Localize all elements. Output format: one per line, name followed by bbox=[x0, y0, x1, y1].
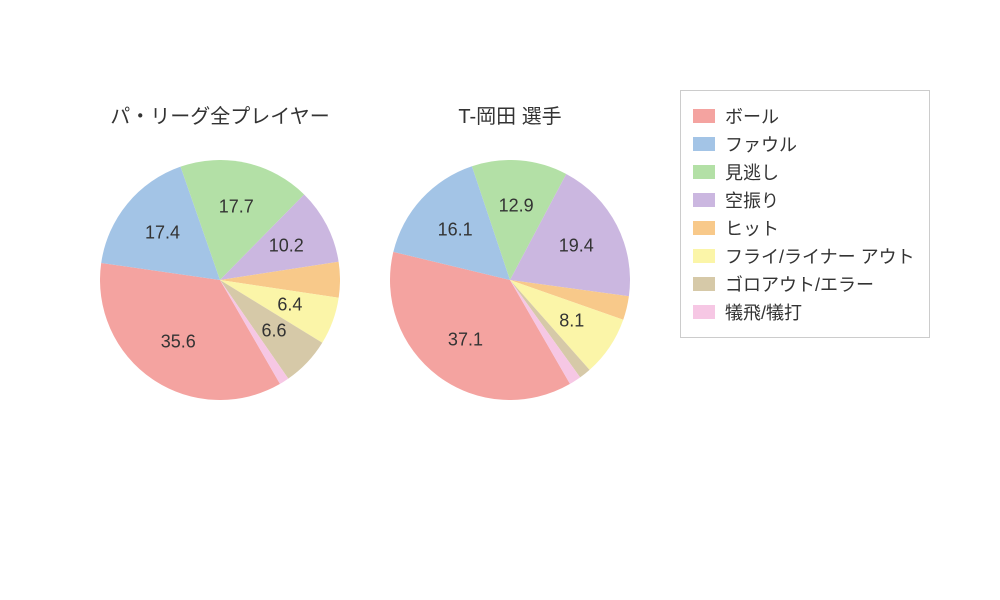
legend-swatch bbox=[693, 221, 715, 235]
legend-swatch bbox=[693, 109, 715, 123]
legend-swatch bbox=[693, 305, 715, 319]
legend-item: 空振り bbox=[693, 187, 915, 213]
legend-label: 空振り bbox=[725, 187, 779, 213]
legend-item: 犠飛/犠打 bbox=[693, 299, 915, 325]
pie-value-label: 16.1 bbox=[438, 219, 473, 240]
pie-value-label: 6.6 bbox=[262, 321, 287, 342]
pie-value-label: 35.6 bbox=[161, 331, 196, 352]
legend-item: ヒット bbox=[693, 215, 915, 241]
chart-stage: 35.6 17.4 17.7 10.2 6.4 6.6 パ・リーグ全プレイヤー 37.1 16.… bbox=[0, 0, 1000, 600]
legend-item: ファウル bbox=[693, 131, 915, 157]
legend-swatch bbox=[693, 137, 715, 151]
chart-title-player: T-岡田 選手 bbox=[390, 100, 630, 129]
legend-label: ファウル bbox=[725, 131, 797, 157]
legend-label: ゴロアウト/エラー bbox=[725, 271, 874, 297]
pie-value-label: 6.4 bbox=[277, 295, 302, 316]
legend-item: フライ/ライナー アウト bbox=[693, 243, 915, 269]
legend-label: ボール bbox=[725, 103, 779, 129]
legend-item: ゴロアウト/エラー bbox=[693, 271, 915, 297]
pie-value-label: 8.1 bbox=[559, 311, 584, 332]
chart-title-league: パ・リーグ全プレイヤー bbox=[100, 100, 340, 129]
pie-value-label: 17.4 bbox=[145, 222, 180, 243]
legend-swatch bbox=[693, 165, 715, 179]
pie-value-label: 19.4 bbox=[559, 236, 594, 257]
legend-item: ボール bbox=[693, 103, 915, 129]
legend-item: 見逃し bbox=[693, 159, 915, 185]
legend-label: 見逃し bbox=[725, 159, 779, 185]
pie-value-label: 10.2 bbox=[269, 236, 304, 257]
legend: ボールファウル見逃し空振りヒットフライ/ライナー アウトゴロアウト/エラー犠飛/… bbox=[680, 90, 930, 338]
legend-label: 犠飛/犠打 bbox=[725, 299, 802, 325]
pie-value-label: 37.1 bbox=[448, 329, 483, 350]
legend-swatch bbox=[693, 249, 715, 263]
pie-value-label: 12.9 bbox=[499, 195, 534, 216]
legend-swatch bbox=[693, 277, 715, 291]
pie-value-label: 17.7 bbox=[219, 197, 254, 218]
legend-label: フライ/ライナー アウト bbox=[725, 243, 915, 269]
legend-swatch bbox=[693, 193, 715, 207]
legend-label: ヒット bbox=[725, 215, 779, 241]
